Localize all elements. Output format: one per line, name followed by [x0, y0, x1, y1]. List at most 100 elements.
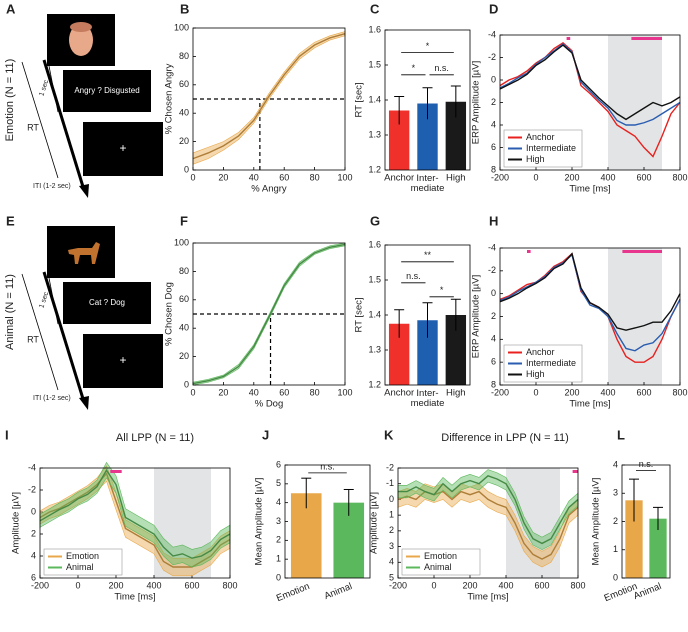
chart-panel: I All LPP (N = 11) -4 -2 0 2 4 6-200 0 200 400 600 8…	[5, 427, 238, 602]
y-tick-label: 0	[31, 506, 36, 516]
y-tick-label: 0	[184, 379, 189, 389]
significance-bar	[622, 250, 662, 253]
y-axis-label: % Chosen Angry	[164, 63, 175, 134]
x-axis-label: % Angry	[251, 184, 287, 195]
x-tick-label: Inter-mediate	[411, 173, 445, 194]
x-tick-label: -200	[31, 580, 49, 590]
rt-arrow	[21, 61, 59, 179]
y-tick-label: 1.6	[368, 24, 381, 34]
panel-letter: D	[489, 1, 498, 16]
plot-frame	[621, 464, 671, 579]
y-tick-label: 0	[491, 74, 496, 84]
data-line	[499, 43, 681, 126]
chart-panel: G 1.2 1.3 1.4 1.5 1.6 RT [sec] Anchor Inter-medi…	[354, 213, 471, 409]
x-tick-label: 40	[249, 387, 259, 397]
x-tick-label: 200	[108, 580, 123, 590]
x-axis-label: % Dog	[255, 399, 284, 410]
error-band	[192, 31, 346, 165]
y-tick-label: -2	[488, 52, 496, 62]
bar	[445, 315, 467, 385]
y-tick-label: 3	[389, 541, 394, 551]
y-tick-label: 8	[491, 164, 496, 174]
y-axis-label: Mean Amplitude [µV]	[254, 478, 265, 566]
data-line	[499, 44, 681, 121]
x-axis-label: Time [ms]	[114, 592, 155, 603]
y-tick-label: 60	[179, 294, 189, 304]
bar	[649, 518, 667, 578]
significance-bar	[572, 470, 578, 473]
fixation-screen	[83, 334, 163, 388]
iti-label: ITI (1-2 sec)	[33, 183, 71, 190]
chart-panel: K Difference in LPP (N = 11) -2 -1 0 1 2 3 4 5-20…	[369, 427, 586, 602]
time-arrowhead	[79, 184, 89, 198]
condition-label: Emotion (N = 11)	[4, 59, 16, 142]
chart-panel: H -4 -2 0 2 4 6 8-200 0 200 400 600 800 Time [ms] ERP …	[471, 213, 688, 409]
y-tick-label: 60	[179, 79, 189, 89]
y-axis-label: Amplitude [µV]	[369, 492, 380, 554]
x-tick-label: Animal	[323, 581, 354, 602]
y-tick-label: 2	[491, 311, 496, 321]
x-tick-label: 600	[636, 387, 651, 397]
y-tick-label: 6	[31, 572, 36, 582]
y-tick-label: 1.4	[368, 309, 381, 319]
y-tick-label: -4	[488, 242, 496, 252]
x-tick-label: 800	[222, 580, 237, 590]
y-tick-label: 4	[491, 119, 496, 129]
y-axis-label: % Chosen Dog	[164, 282, 175, 346]
y-tick-label: 3	[276, 516, 281, 526]
legend-box	[43, 548, 123, 576]
y-tick-label: 0	[613, 572, 618, 582]
plot-frame	[192, 242, 346, 386]
legend-label: Emotion	[66, 551, 99, 561]
x-tick-label: Animal	[632, 581, 663, 602]
panel-letter: B	[180, 1, 189, 16]
panel-letter: G	[370, 213, 380, 228]
bar	[625, 500, 643, 578]
y-axis-label: Mean Amplitude [µV]	[591, 478, 602, 566]
y-tick-label: 5	[276, 478, 281, 488]
data-line	[39, 468, 231, 559]
trial-schematic: A Emotion (N = 11) Angry ? Disgusted +1 sec…	[4, 1, 163, 198]
x-tick-label: 800	[672, 172, 687, 182]
significance-bar	[527, 250, 531, 253]
x-tick-label: 400	[600, 172, 615, 182]
fixation-cross: +	[119, 141, 126, 155]
x-tick-label: 0	[431, 580, 436, 590]
bar	[445, 101, 467, 170]
bar	[388, 323, 410, 385]
x-tick-label: -200	[389, 580, 407, 590]
y-tick-label: 8	[491, 379, 496, 389]
data-line	[398, 475, 579, 545]
y-tick-label: 100	[174, 237, 189, 247]
panel-letter: C	[370, 1, 380, 16]
x-tick-label: Inter-mediate	[411, 388, 445, 409]
y-tick-label: 20	[179, 351, 189, 361]
y-tick-label: 1.6	[368, 239, 381, 249]
significance-label: **	[424, 250, 432, 260]
data-line	[192, 243, 346, 385]
x-axis-label: Time [ms]	[467, 592, 508, 603]
chart-panel: B 0 20 40 60 80 100 0 20 40 60 80 100 % Angry % Chosen…	[164, 1, 353, 194]
legend-label: High	[526, 369, 545, 379]
shaded-region	[154, 468, 211, 578]
legend-label: Anchor	[526, 132, 555, 142]
x-tick-label: 80	[310, 387, 320, 397]
x-tick-label: Anchor	[384, 173, 414, 184]
x-tick-label: 40	[249, 172, 259, 182]
duration-arrow	[48, 277, 59, 325]
x-tick-label: 600	[534, 580, 549, 590]
y-tick-label: 1.2	[368, 164, 381, 174]
significance-bar	[631, 37, 662, 40]
y-tick-label: 1.3	[368, 129, 381, 139]
legend-label: Intermediate	[526, 358, 576, 368]
panel-letter: A	[6, 1, 16, 16]
rt-label: RT	[27, 334, 39, 344]
legend-label: Animal	[424, 562, 452, 572]
panel-letter: E	[6, 213, 15, 228]
face-image	[69, 24, 93, 56]
chart-title: All LPP (N = 11)	[116, 432, 194, 444]
y-tick-label: 40	[179, 108, 189, 118]
y-tick-label: -2	[488, 265, 496, 275]
